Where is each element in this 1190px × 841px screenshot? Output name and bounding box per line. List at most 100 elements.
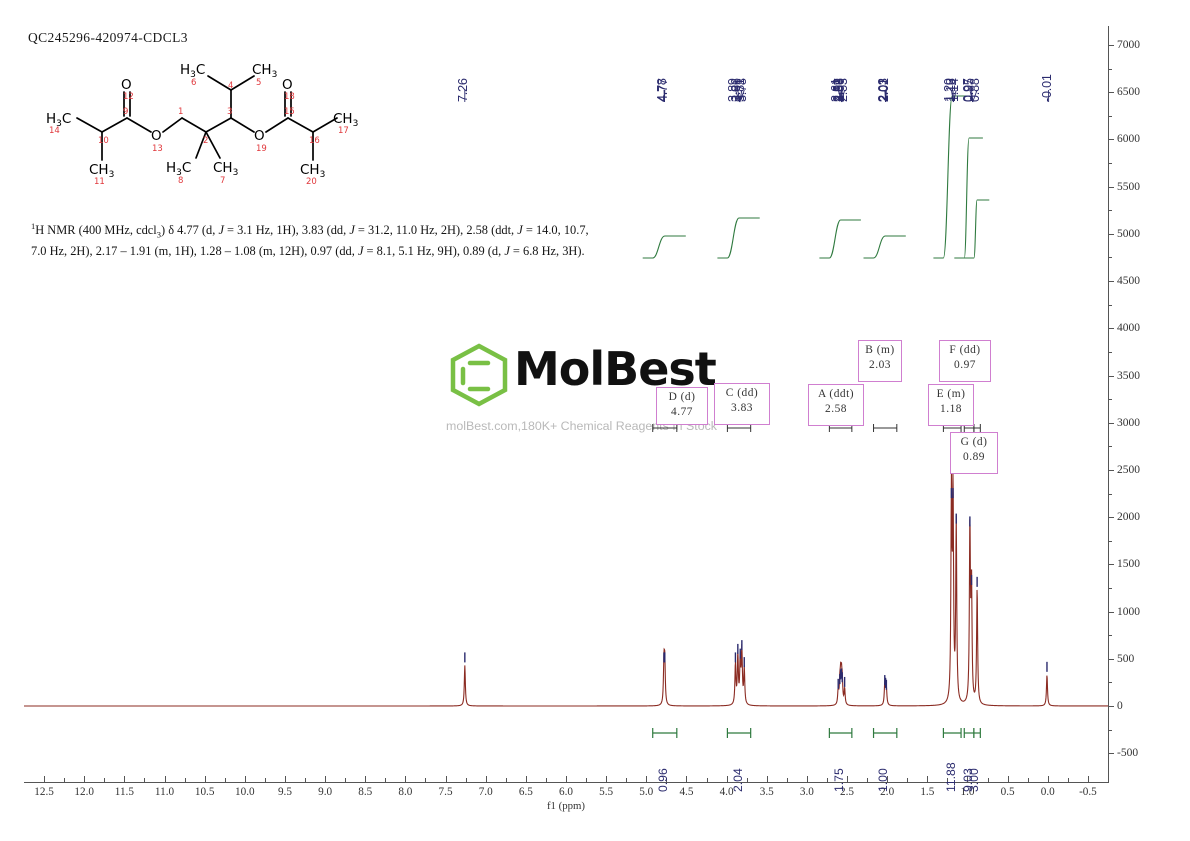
x-tick-label: 3.5 [759,786,774,798]
x-tick-label: 5.0 [639,786,654,798]
multiplet-box-d[interactable]: D (d) 4.77 [656,387,708,425]
molbest-logo-icon [444,341,744,433]
y-tick-label: 1500 [1117,558,1140,571]
multiplet-shift: 2.58 [825,403,847,415]
x-tick-minor [505,778,507,782]
x-tick-label: 11.0 [154,786,175,798]
y-tick-label: 500 [1117,652,1135,665]
atom-number-18: 18 [284,92,295,102]
x-tick-minor [385,778,387,782]
x-tick [325,776,327,782]
atom-number-4: 4 [228,81,233,91]
peak-shift-label: 1.14 [947,78,962,102]
y-tick-minor [1108,163,1112,165]
multiplet-label: F (dd) [949,344,981,356]
integral-range-bar [828,728,853,738]
x-tick-minor [586,778,588,782]
peak-shift-label: 7.26 [455,78,470,102]
x-axis-line [24,782,1109,783]
x-tick-minor [184,778,186,782]
y-tick-minor [1108,257,1112,259]
integral-range-bar [726,728,752,738]
atom-label-h3c-6: H3C [180,62,205,80]
x-tick-label: 9.0 [318,786,333,798]
y-tick-minor [1108,210,1112,212]
multiplet-box-c[interactable]: C (dd) 3.83 [714,383,770,425]
y-tick [1108,706,1114,707]
x-tick-label: 10.5 [194,786,215,798]
x-tick-label: 1.0 [960,786,975,798]
y-tick-label: 7000 [1117,39,1140,51]
x-tick-minor [545,778,547,782]
x-tick [566,776,567,782]
x-tick [766,776,768,782]
integral-curve [933,95,971,259]
sample-title: QC245296-420974-CDCL3 [28,30,188,45]
atom-label-o-12: O [121,77,132,93]
y-tick-label: 5500 [1117,180,1140,193]
x-tick [204,776,206,782]
atom-number-9: 9 [123,107,128,117]
atom-number-16: 16 [309,136,320,146]
x-tick-minor [987,778,989,782]
multiplet-box-a[interactable]: A (ddt) 2.58 [808,384,864,426]
y-tick-minor [1108,540,1112,542]
y-tick [1108,328,1114,330]
peak-shift-label: 2.53 [835,78,850,102]
x-tick-label: 6.0 [559,786,573,798]
y-tick [1108,422,1114,424]
multiplet-box-b[interactable]: B (m) 2.03 [858,340,902,382]
multiplet-label: D (d) [668,391,696,403]
multiplet-box-f[interactable]: F (dd) 0.97 [939,340,991,382]
x-tick-label: 0.0 [1040,786,1055,798]
x-tick [927,776,929,782]
peak-shift-label: 2.01 [877,78,892,102]
integral-label: 1.00 [875,768,890,792]
atom-number-17: 17 [338,126,349,136]
x-tick [365,776,367,782]
multiplet-range-bar [973,424,981,432]
x-tick-minor [786,778,788,782]
integral-curve [819,219,861,259]
y-tick [1108,139,1114,141]
x-tick [84,776,86,782]
integral-label: 0.96 [655,768,670,792]
atom-number-20: 20 [306,177,317,187]
x-tick [485,776,487,782]
multiplet-shift: 3.83 [731,402,753,414]
multiplet-box-g[interactable]: G (d) 0.89 [950,432,998,474]
x-tick [646,776,648,782]
x-tick-label: 9.5 [277,786,292,798]
x-tick-label: -0.5 [1079,786,1097,798]
atom-number-11: 11 [94,177,105,187]
atom-number-7: 7 [220,176,225,186]
multiplet-range-bar [873,424,898,432]
atom-number-1: 1 [178,107,183,117]
x-tick-minor [64,778,66,782]
atom-number-8: 8 [178,176,183,186]
multiplet-shift: 4.77 [671,406,693,418]
y-tick-minor [1108,682,1112,684]
x-tick-minor [1067,778,1069,782]
multiplet-label: B (m) [865,344,895,356]
x-tick-minor [867,778,869,782]
atom-label-h3c-8: H3C [166,160,191,178]
x-tick-minor [666,778,668,782]
y-tick-minor [1108,351,1112,353]
atom-number-15: 15 [284,107,295,117]
y-tick-minor [1108,399,1112,401]
y-tick-minor [1108,635,1112,637]
integral-range-bar [963,728,975,738]
atom-label-h3c-14: H3C [46,111,71,129]
x-tick [164,776,166,782]
integral-curve [642,235,686,259]
nmr-text-content: 1H NMR (400 MHz, cdcl3) δ 4.77 (d, J = 3… [31,221,589,259]
x-tick-minor [144,778,146,782]
x-tick-label: 4.5 [679,786,694,798]
y-tick-minor [1108,68,1112,70]
multiplet-box-e[interactable]: E (m) 1.18 [928,384,974,426]
x-tick [44,776,46,782]
x-tick [686,776,688,782]
y-tick-minor [1108,729,1112,731]
